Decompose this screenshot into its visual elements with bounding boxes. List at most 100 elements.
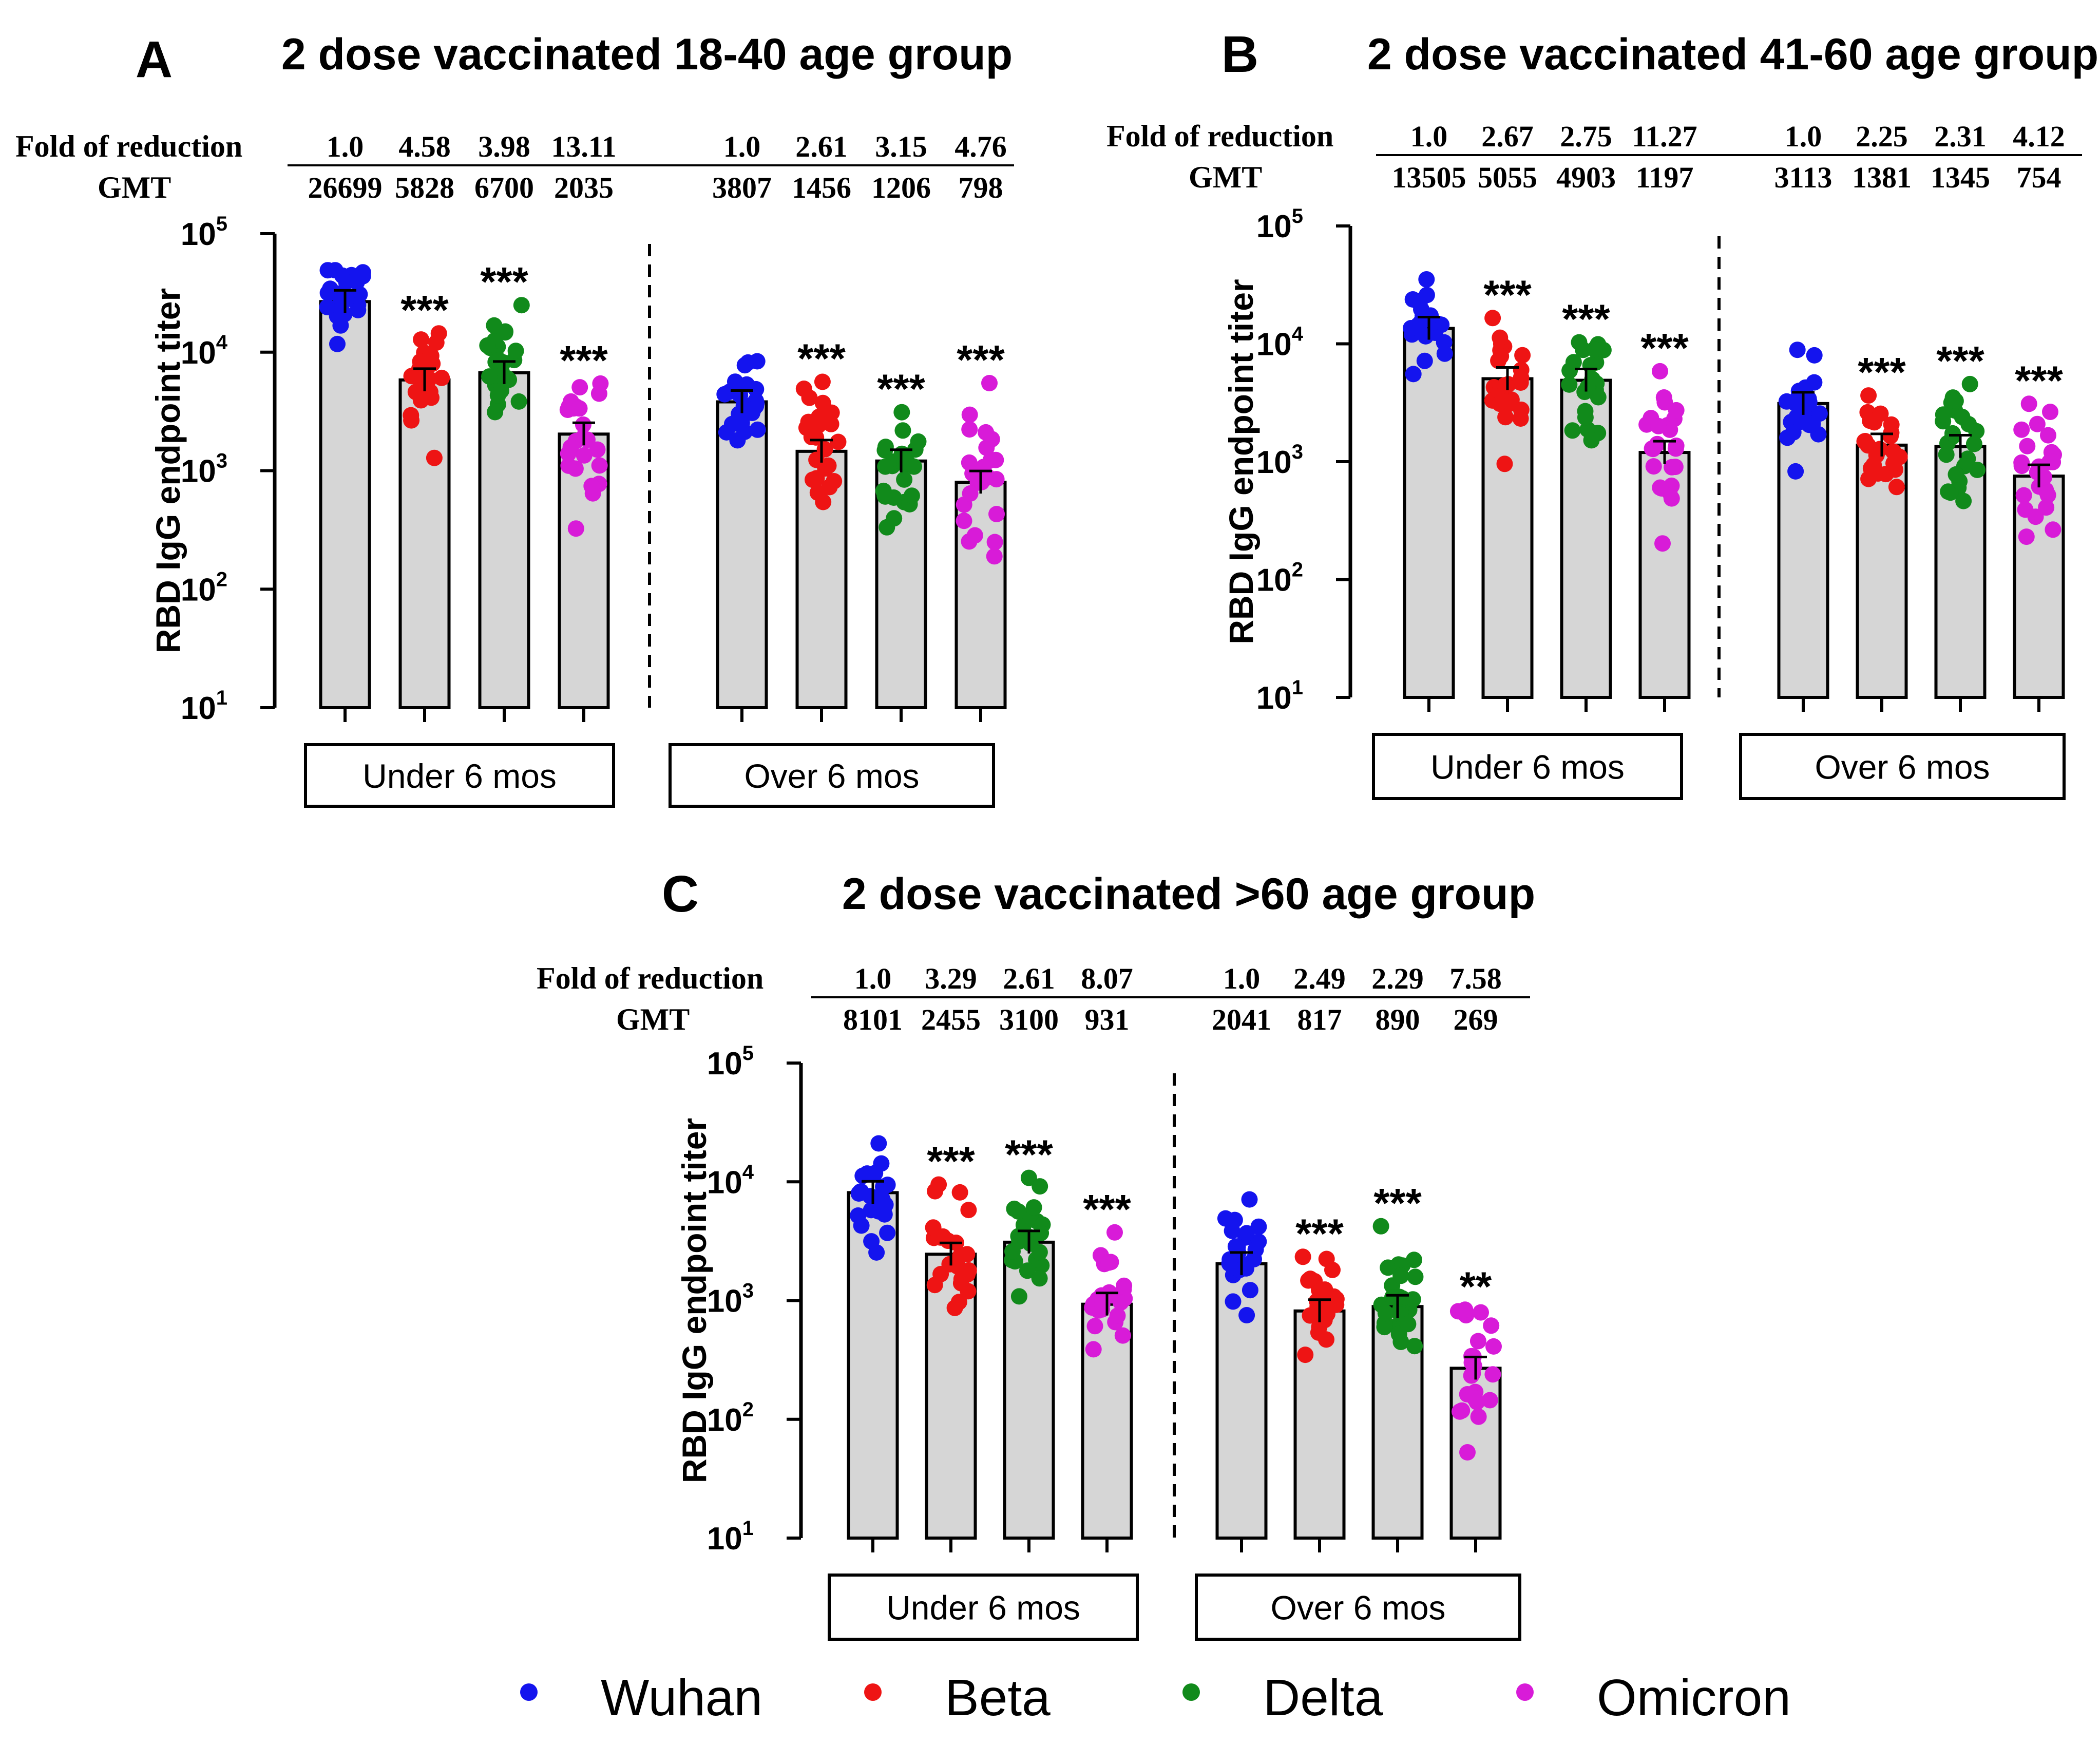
legend-marker [1516,1683,1534,1701]
data-point [795,381,812,397]
data-point [403,412,420,429]
data-point [430,325,447,342]
data-point [1407,1268,1424,1285]
bar [1293,1309,1346,1540]
data-point [986,548,1003,565]
data-point [571,379,588,396]
gmt-value: 2035 [554,171,614,204]
data-point [513,297,530,314]
data-point [1947,392,1964,409]
data-point [1869,465,1886,482]
significance-stars: *** [480,259,528,305]
panel-c: C 2 dose vaccinated >60 age group Fold of … [537,865,1535,1641]
data-point [560,457,577,474]
significance-stars: *** [1373,1180,1422,1226]
data-point [903,487,920,504]
significance-stars: *** [1858,349,1906,395]
significance-stars: *** [877,366,925,412]
data-point [1652,363,1668,380]
data-point [876,487,893,504]
data-point [1485,1338,1502,1355]
data-point [589,441,606,458]
data-point [1310,1324,1327,1341]
data-point [2019,438,2036,454]
data-point [1416,352,1433,369]
gmt-value: 2455 [921,1003,981,1036]
data-point [876,1206,893,1223]
data-point [749,353,766,370]
y-tick-label: 103 [707,1280,754,1319]
data-point [1788,408,1805,425]
gmt-value: 6700 [474,171,534,204]
y-tick-label: 105 [181,213,227,252]
data-point [1778,393,1795,410]
data-point [1514,347,1531,364]
data-point [2013,454,2030,471]
data-point [961,421,978,438]
y-tick-label: 101 [181,687,227,726]
data-point [422,384,438,401]
data-point [1463,1367,1480,1384]
data-point [1405,366,1422,383]
data-point [1031,1270,1048,1287]
data-point [1229,1239,1246,1255]
data-point [560,445,577,462]
legend: Wuhan Beta Delta Omicron [520,1669,1791,1727]
significance-stars: *** [957,337,1005,383]
data-point [1654,535,1671,552]
data-point [1221,1255,1238,1272]
panel-letter: B [1221,26,1258,83]
data-point [1238,1307,1255,1323]
data-point [493,382,509,399]
data-point [1649,435,1666,452]
data-point [1935,406,1952,423]
data-point [1583,432,1600,449]
legend-label: Delta [1263,1669,1383,1727]
data-point [854,1167,871,1184]
data-point [1017,1231,1034,1248]
y-tick-label: 105 [1256,205,1303,244]
data-point [1576,384,1593,401]
data-point [2037,482,2054,499]
data-point [1667,440,1684,457]
significance-stars: *** [560,337,608,383]
legend-label: Wuhan [601,1669,762,1727]
data-point [1645,458,1662,475]
data-point [1493,348,1510,365]
significance-stars: *** [2015,357,2063,403]
data-point [1238,1225,1255,1242]
data-point [906,458,922,475]
data-point [1885,443,1902,460]
data-point [1586,341,1603,358]
data-point [1789,342,1806,358]
data-point [1449,1303,1466,1320]
data-point [322,280,339,297]
data-point [1418,271,1435,288]
data-point [479,337,496,354]
gmt-row-label: GMT [616,1002,690,1036]
data-point [2040,427,2056,444]
data-point [576,447,593,464]
data-point [1483,1317,1500,1334]
data-point [1436,345,1453,362]
data-point [1513,362,1530,378]
y-tick-label: 101 [1256,676,1303,716]
data-point [433,369,450,386]
data-point [733,414,750,431]
data-point [1025,1199,1042,1216]
data-point [1241,1191,1258,1208]
panel-b: B 2 dose vaccinated 41-60 age group Fold o… [1106,26,2098,800]
data-point [1512,374,1529,391]
fold-value: 2.61 [1003,962,1055,995]
data-point [1969,462,1986,478]
data-point [1225,1293,1242,1310]
data-point [1247,1241,1264,1258]
data-point [886,510,903,527]
fold-value: 1.0 [1785,120,1822,153]
bar [716,400,768,709]
gmt-value: 754 [2017,161,2061,194]
y-tick-label: 104 [707,1161,754,1200]
data-point [507,343,524,359]
data-point [1885,455,1902,472]
data-point [1468,1394,1485,1410]
